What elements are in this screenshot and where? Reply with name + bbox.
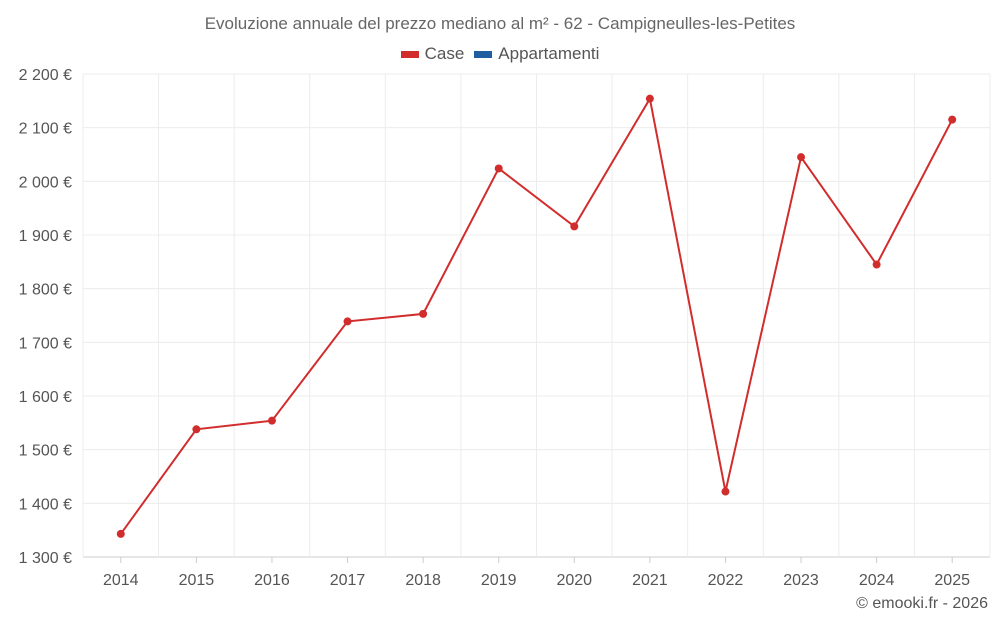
x-tick-label: 2025 bbox=[934, 572, 970, 589]
x-tick-label: 2017 bbox=[330, 572, 366, 589]
data-point bbox=[872, 260, 881, 269]
data-point bbox=[494, 164, 503, 173]
y-tick-label: 1 900 € bbox=[19, 228, 72, 245]
data-point bbox=[570, 222, 579, 231]
y-tick-label: 1 400 € bbox=[19, 496, 72, 513]
y-tick-label: 2 200 € bbox=[19, 67, 72, 84]
y-tick-label: 1 300 € bbox=[19, 550, 72, 567]
x-tick-label: 2015 bbox=[179, 572, 215, 589]
credit: © emooki.fr - 2026 bbox=[856, 595, 988, 612]
chart-title: Evoluzione annuale del prezzo mediano al… bbox=[204, 14, 796, 33]
legend-item-case[interactable]: Case bbox=[400, 44, 465, 64]
data-point bbox=[267, 416, 276, 425]
legend-item-appartamenti[interactable]: Appartamenti bbox=[474, 44, 599, 64]
legend-swatch-appartamenti bbox=[474, 50, 493, 58]
data-point bbox=[343, 317, 352, 326]
data-point bbox=[192, 425, 201, 434]
x-tick-label: 2020 bbox=[556, 572, 592, 589]
y-tick-label: 1 500 € bbox=[19, 443, 72, 460]
y-tick-label: 1 700 € bbox=[19, 335, 72, 352]
legend: Case Appartamenti bbox=[0, 44, 1000, 64]
x-tick-label: 2018 bbox=[405, 572, 441, 589]
y-tick-label: 2 000 € bbox=[19, 174, 72, 191]
data-point bbox=[721, 487, 730, 496]
legend-swatch-case bbox=[400, 50, 419, 58]
x-tick-label: 2016 bbox=[254, 572, 290, 589]
legend-label-appartamenti: Appartamenti bbox=[498, 44, 600, 63]
x-tick-label: 2023 bbox=[783, 572, 819, 589]
y-tick-label: 1 600 € bbox=[19, 389, 72, 406]
x-tick-label: 2022 bbox=[708, 572, 744, 589]
x-tick-label: 2024 bbox=[859, 572, 895, 589]
y-tick-label: 2 100 € bbox=[19, 121, 72, 138]
y-tick-label: 1 800 € bbox=[19, 282, 72, 299]
series-line-case bbox=[119, 95, 954, 535]
data-point bbox=[948, 115, 957, 124]
legend-label-case: Case bbox=[424, 44, 465, 63]
data-point bbox=[419, 309, 428, 318]
data-point bbox=[797, 153, 806, 162]
data-point bbox=[645, 94, 654, 103]
data-point bbox=[116, 529, 125, 538]
x-tick-label: 2021 bbox=[632, 572, 668, 589]
x-tick-label: 2019 bbox=[481, 572, 517, 589]
x-tick-label: 2014 bbox=[103, 572, 139, 589]
